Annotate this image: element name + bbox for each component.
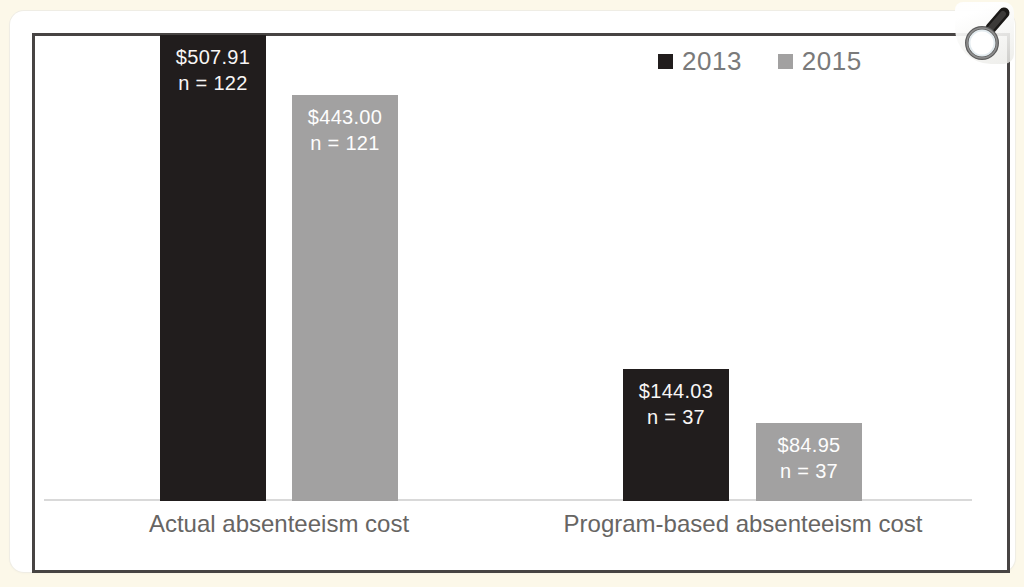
magnifier-zoom-button[interactable] (955, 2, 1014, 64)
bar-label-2015-program: $84.95 n = 37 (756, 423, 862, 484)
bar-value-label: $507.91 (160, 44, 266, 70)
bar-value-label: $144.03 (623, 378, 729, 404)
bar-value-label: $443.00 (292, 104, 398, 130)
legend-swatch-2015-icon (778, 54, 793, 69)
bar-value-label: $84.95 (756, 432, 862, 458)
bar-2013-program: $144.03 n = 37 (623, 369, 729, 501)
chart-legend: 2013 2015 (658, 46, 862, 77)
legend-item-2015: 2015 (778, 46, 862, 77)
bar-2015-actual: $443.00 n = 121 (292, 95, 398, 501)
bar-n-label: n = 122 (160, 70, 266, 96)
bar-n-label: n = 37 (756, 458, 862, 484)
legend-label-2015: 2015 (802, 46, 862, 77)
legend-swatch-2013-icon (658, 54, 673, 69)
magnifier-icon (955, 2, 1014, 64)
legend-item-2013: 2013 (658, 46, 742, 77)
page-background: 2013 2015 $507.91 n = 122 $443.00 n = 12… (0, 0, 1024, 587)
category-label-actual: Actual absenteeism cost (44, 510, 514, 538)
bar-label-2015-actual: $443.00 n = 121 (292, 95, 398, 156)
bar-n-label: n = 121 (292, 130, 398, 156)
bar-label-2013-actual: $507.91 n = 122 (160, 35, 266, 96)
bar-2013-actual: $507.91 n = 122 (160, 35, 266, 501)
bar-2015-program: $84.95 n = 37 (756, 423, 862, 501)
plot-area: $507.91 n = 122 $443.00 n = 121 $144.03 … (0, 0, 1024, 501)
legend-label-2013: 2013 (682, 46, 742, 77)
category-label-program: Program-based absenteeism cost (508, 510, 978, 538)
bar-label-2013-program: $144.03 n = 37 (623, 369, 729, 430)
bar-n-label: n = 37 (623, 404, 729, 430)
